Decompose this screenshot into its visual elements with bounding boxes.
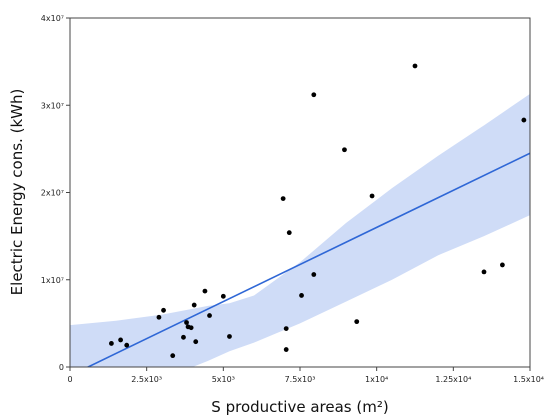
data-point [311,272,317,277]
fit-line-layer [86,152,530,367]
data-point [311,92,317,98]
data-point [207,313,212,318]
data-point [280,196,286,202]
data-points-layer [109,63,527,359]
y-axis-title: Electric Energy cons. (kWh) [8,89,26,296]
regression-line [86,152,530,367]
x-tick-label: 7.5x10³ [285,375,316,384]
y-tick-label: 0 [59,363,64,372]
data-point [220,293,226,299]
data-point [500,262,505,268]
data-point [286,230,292,236]
y-tick-label: 2x10⁷ [41,189,64,198]
data-point [227,334,232,339]
y-tick-label: 1x10⁷ [41,276,64,285]
y-axis-ticks: 0 1x10⁷ 2x10⁷ 3x10⁷ 4x10⁷ [41,14,70,372]
data-point [283,326,289,332]
data-point [156,314,162,320]
data-point [170,353,176,359]
data-point [202,288,208,294]
data-point [124,342,130,348]
data-point [193,339,199,345]
data-point [521,117,527,123]
data-point [191,302,197,308]
data-point [354,319,360,325]
x-tick-label: 1.5x10⁴ [513,375,544,384]
data-point [188,325,194,331]
y-tick-label: 4x10⁷ [41,14,64,23]
data-point [299,293,304,298]
y-tick-label: 3x10⁷ [41,101,64,110]
data-point [181,334,186,340]
x-tick-label: 2.5x10³ [131,375,162,384]
data-point [481,269,487,275]
data-point [118,337,123,343]
x-tick-label: 5x10³ [212,375,235,384]
x-axis-title: S productive areas (m²) [211,398,388,416]
data-point [283,347,289,352]
x-tick-label: 1x10⁴ [365,375,388,384]
data-point [161,307,166,313]
data-point [369,193,375,199]
data-point [184,320,189,325]
confidence-band-layer [70,93,530,367]
x-tick-label: 1.25x10⁴ [435,375,471,384]
data-point [342,147,347,153]
confidence-band [70,93,530,367]
x-axis-ticks: 0 2.5x10³ 5x10³ 7.5x10³ 1x10⁴ 1.25x10⁴ 1.5x10⁴ [67,367,544,384]
data-point [109,341,114,346]
x-tick-label: 0 [67,375,72,384]
data-point [412,63,418,69]
